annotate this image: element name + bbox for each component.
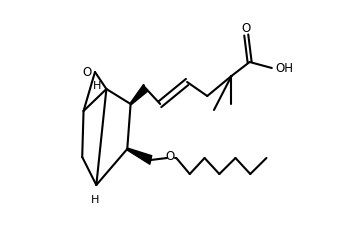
Text: O: O xyxy=(242,21,251,35)
Text: O: O xyxy=(166,149,175,163)
Text: H: H xyxy=(93,81,101,91)
Text: O: O xyxy=(82,65,92,79)
Text: H: H xyxy=(91,195,99,205)
Polygon shape xyxy=(130,84,147,105)
Polygon shape xyxy=(127,148,152,164)
Text: OH: OH xyxy=(275,61,293,74)
